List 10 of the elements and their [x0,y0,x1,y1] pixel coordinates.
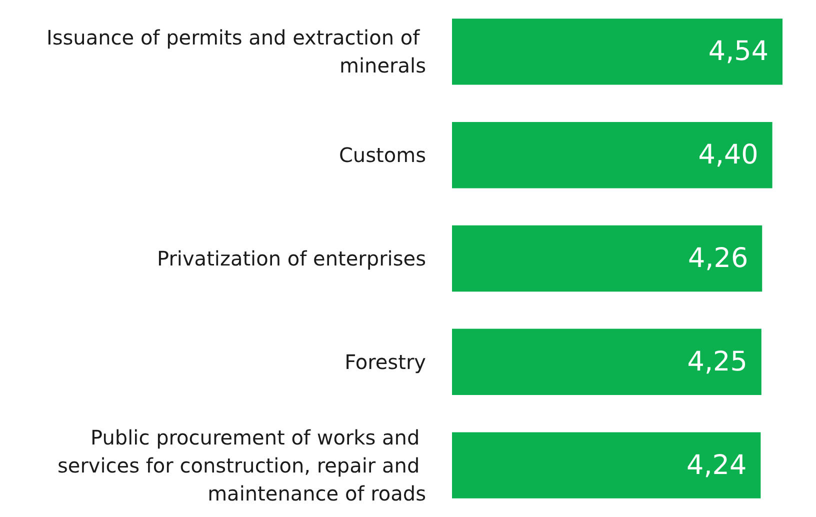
y-tick-label: Public procurement of works and services for construction, repair and maintenance of roads [57,425,426,506]
data-label: 4,24 [686,450,747,481]
data-label: 4,25 [687,346,748,378]
data-label: 4,54 [708,36,769,68]
y-tick-label: Privatization of enterprises [156,246,426,270]
y-tick-label: Issuance of permits and extraction of minerals [46,26,426,78]
data-label: 4,26 [688,243,748,274]
y-tick-label: Forestry [344,350,426,374]
data-label: 4,40 [698,140,758,171]
y-tick-label: Customs [338,143,426,168]
